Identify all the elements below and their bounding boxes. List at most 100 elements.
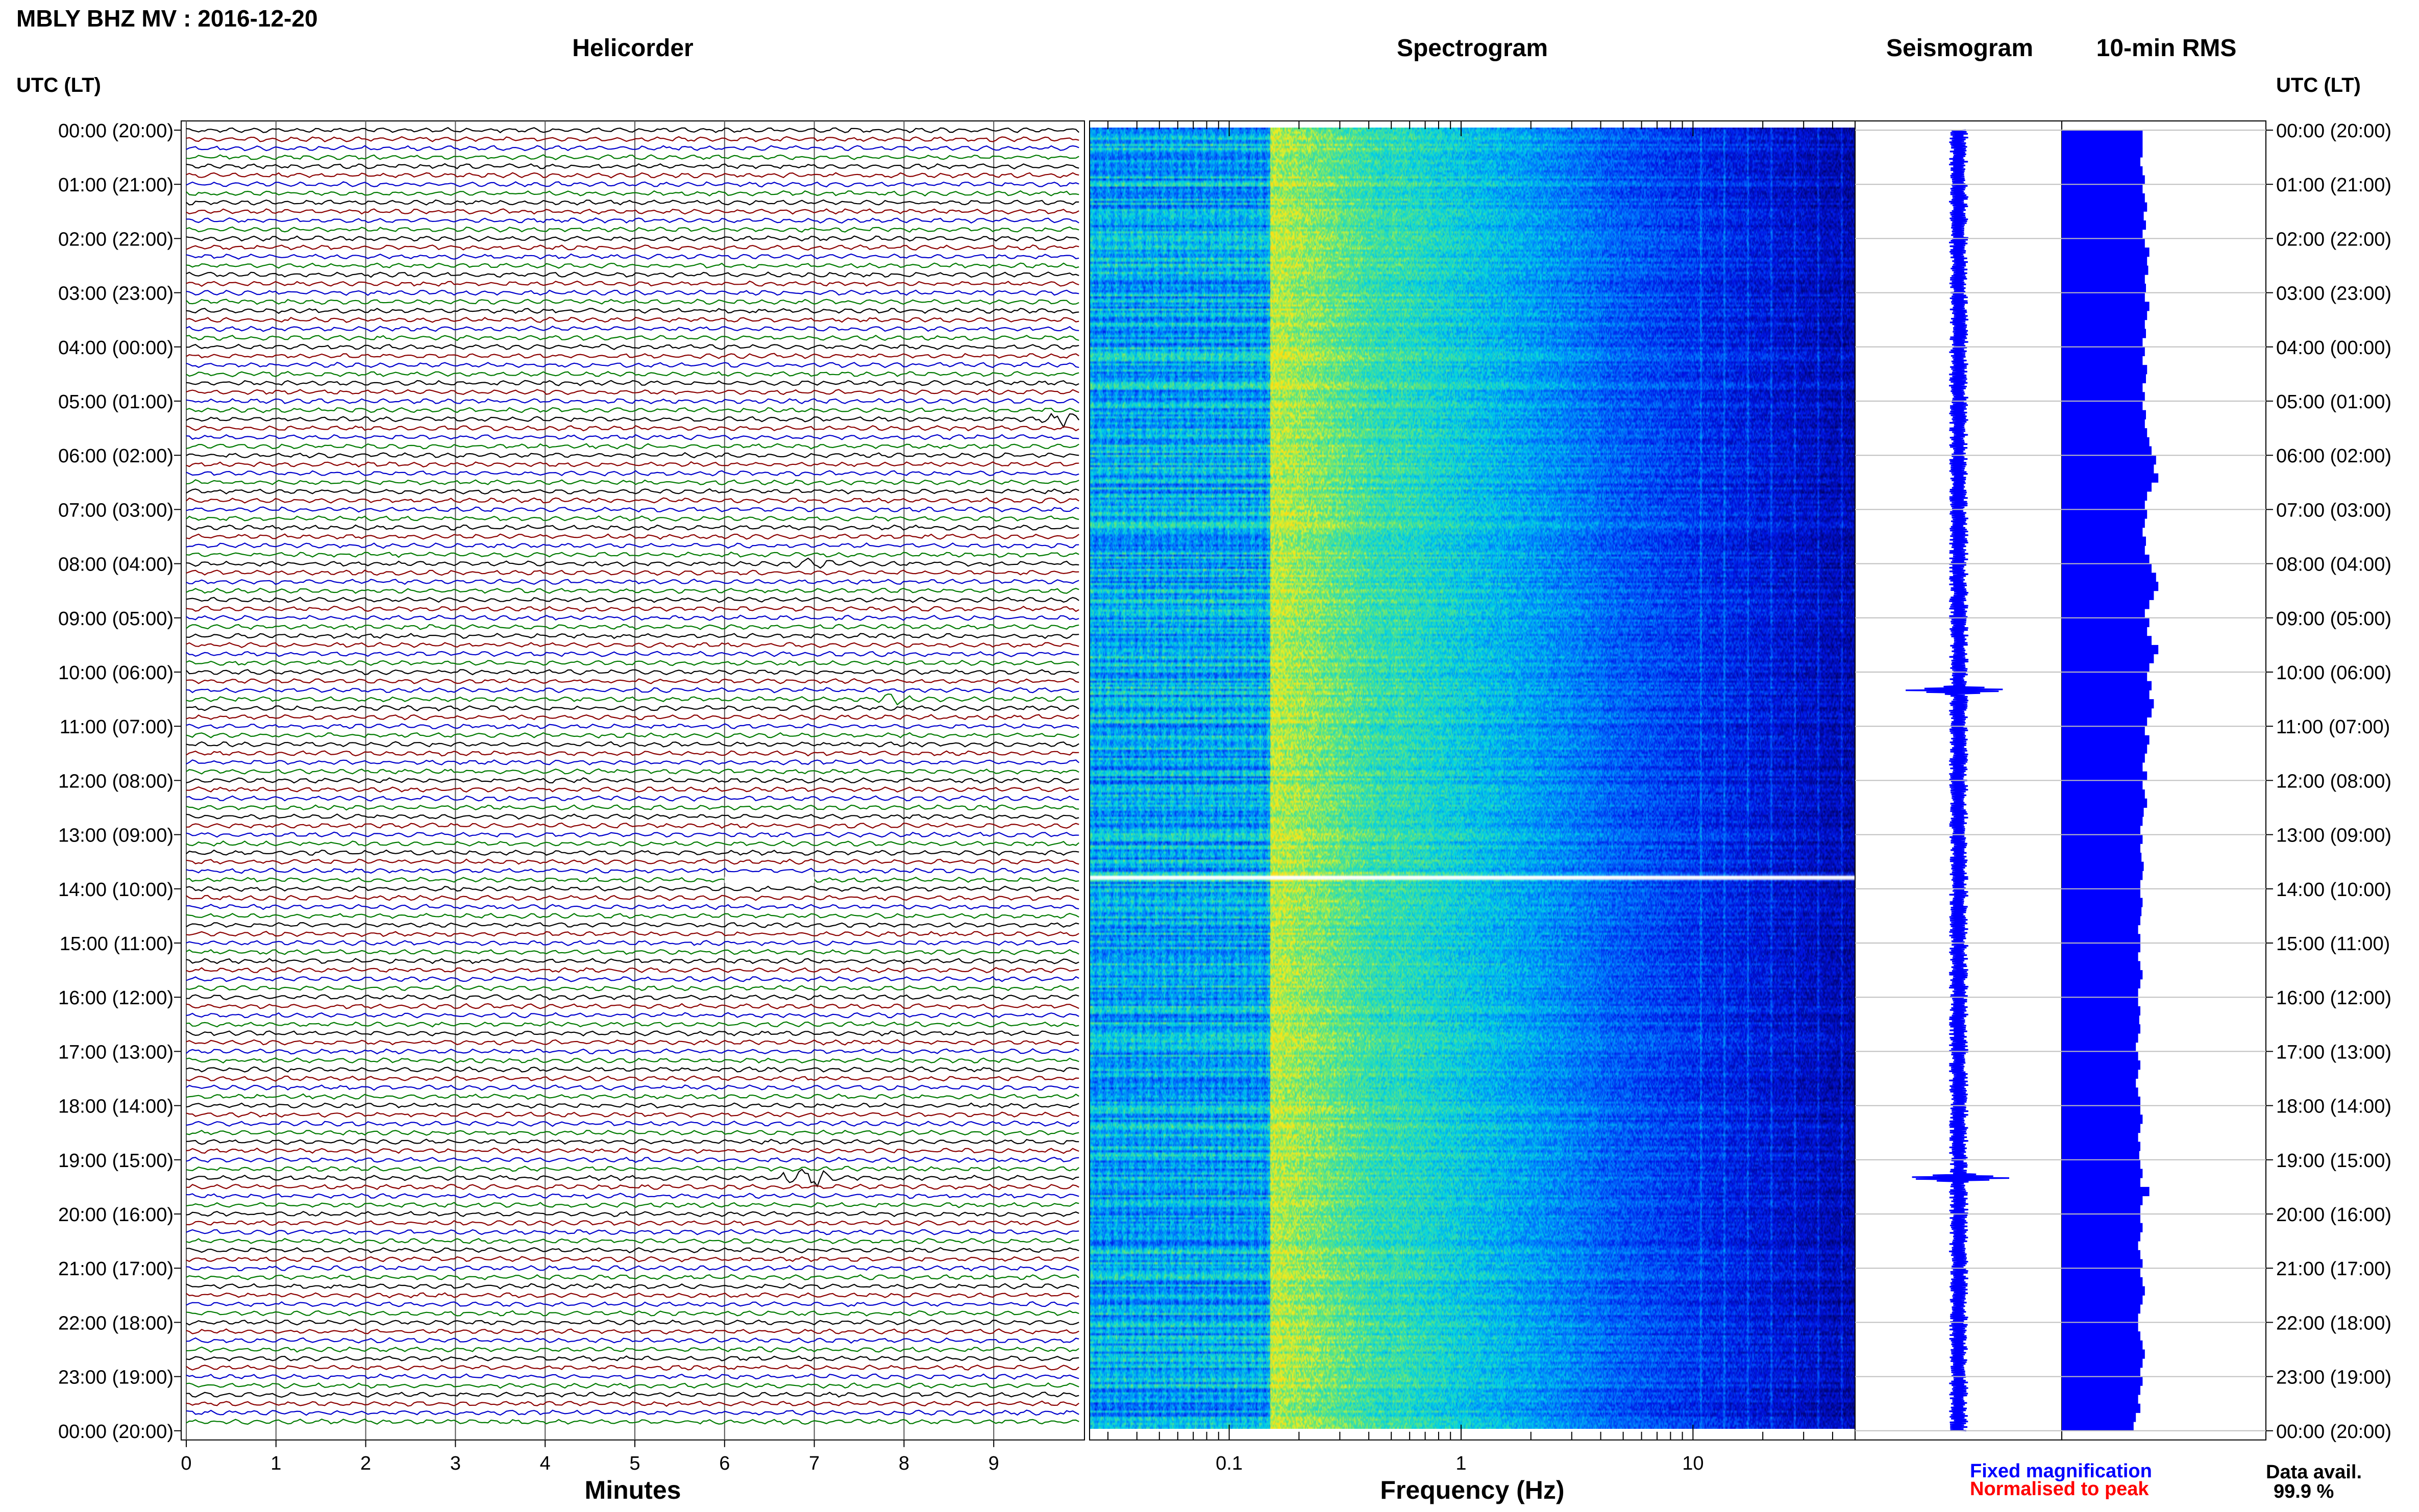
rms-bar: [2062, 527, 2143, 537]
helicorder-x-tick-label: 3: [450, 1453, 461, 1474]
rms-bar: [2062, 590, 2154, 600]
rms-bar: [2062, 834, 2143, 844]
time-label-right: 23:00 (19:00): [2276, 1367, 2391, 1389]
rms-bar: [2062, 898, 2143, 907]
time-label-right: 19:00 (15:00): [2276, 1150, 2391, 1172]
rms-bar: [2062, 925, 2138, 934]
helicorder-trace: [186, 1193, 1079, 1199]
helicorder-trace: [186, 551, 1079, 558]
rms-bar: [2062, 491, 2148, 501]
helicorder-trace: [186, 1102, 1079, 1109]
rms-bar: [2062, 907, 2142, 916]
helicorder-trace: [186, 425, 1079, 432]
time-label-right: 16:00 (12:00): [2276, 987, 2391, 1009]
helicorder-trace: [186, 641, 1079, 649]
time-label-right: 00:00 (20:00): [2276, 1421, 2391, 1443]
helicorder-trace: [186, 624, 1079, 630]
helicorder-trace: [186, 895, 1079, 901]
time-label-left: 02:00 (22:00): [58, 229, 174, 250]
helicorder-trace: [186, 651, 1079, 657]
rms-bar: [2062, 392, 2145, 402]
rms-bar: [2062, 1078, 2136, 1088]
helicorder-trace: [186, 768, 1079, 775]
rms-bar: [2062, 654, 2154, 663]
time-label-left: 17:00 (13:00): [58, 1042, 174, 1063]
helicorder-trace: [186, 542, 1079, 549]
time-label-right: 13:00 (09:00): [2276, 825, 2391, 847]
helicorder-trace: [186, 858, 1079, 865]
rms-bar: [2062, 1331, 2140, 1341]
time-label-left: 22:00 (18:00): [58, 1312, 174, 1334]
helicorder-trace: [186, 1210, 1079, 1218]
rms-bar: [2062, 554, 2150, 564]
time-label-right: 18:00 (14:00): [2276, 1096, 2391, 1118]
time-label-left: 00:00 (20:00): [58, 120, 174, 142]
time-label-right: 08:00 (04:00): [2276, 554, 2391, 576]
rms-bar: [2062, 762, 2143, 772]
rms-bar: [2062, 1105, 2140, 1115]
helicorder-trace: [186, 660, 1079, 666]
rms-bar: [2062, 256, 2148, 266]
rms-bar: [2062, 193, 2145, 203]
rms-bar: [2062, 1142, 2140, 1151]
helicorder-trace: [186, 1237, 1079, 1245]
rms-bar: [2062, 735, 2150, 745]
helicorder-trace: [186, 1256, 1079, 1262]
helicorder-trace: [186, 533, 1079, 540]
helicorder-trace: [186, 922, 1079, 928]
helicorder-trace: [186, 1328, 1079, 1335]
rms-bar: [2062, 844, 2140, 853]
helicorder-trace: [186, 1183, 1079, 1191]
rms-bar: [2062, 346, 2145, 356]
rms-bar: [2062, 329, 2146, 338]
helicorder-title: Helicorder: [572, 35, 693, 62]
time-label-right: 12:00 (08:00): [2276, 771, 2391, 792]
helicorder-trace: [186, 1337, 1079, 1344]
rms-bar: [2062, 1178, 2140, 1187]
time-labels: 00:00 (20:00) 00:00 (20:00) 01:00 (21:00) 0…: [58, 120, 2391, 1443]
helicorder-trace: [186, 705, 1079, 711]
helicorder-trace: [186, 1229, 1079, 1235]
helicorder-trace: [186, 154, 1079, 160]
rms-panel: [2061, 120, 2266, 1441]
spectrogram-x-tick-label: 1: [1455, 1453, 1466, 1474]
spectrogram-x-tick-label: 0.1: [1216, 1453, 1243, 1474]
helicorder-trace: [186, 759, 1079, 766]
rms-bar: [2062, 1250, 2140, 1259]
helicorder-trace: [186, 1021, 1079, 1028]
helicorder-trace: [186, 1418, 1079, 1425]
helicorder-trace: [186, 1373, 1079, 1380]
helicorder-trace: [186, 669, 1079, 676]
rms-bar: [2062, 175, 2145, 185]
helicorder-trace: [186, 199, 1079, 206]
helicorder-data-gap: [724, 877, 814, 883]
rms-bar: [2062, 952, 2138, 961]
helicorder-trace: [186, 813, 1079, 820]
time-label-right: 00:00 (20:00): [2276, 120, 2391, 142]
rms-bar: [2062, 744, 2148, 754]
rms-bar: [2062, 302, 2150, 311]
helicorder-trace: [186, 949, 1079, 955]
helicorder-trace: [186, 795, 1079, 802]
rms-bar: [2062, 582, 2159, 591]
time-label-right: 01:00 (21:00): [2276, 175, 2391, 196]
rms-bar: [2062, 1422, 2134, 1431]
time-label-right: 03:00 (23:00): [2276, 283, 2391, 305]
time-label-right: 17:00 (13:00): [2276, 1042, 2391, 1063]
helicorder-x-tick-label: 8: [899, 1453, 909, 1474]
rms-bar: [2062, 265, 2149, 275]
helicorder-trace: [186, 1057, 1079, 1064]
rms-bar: [2062, 997, 2138, 1007]
helicorder-trace: [186, 693, 1079, 706]
rms-bar: [2062, 184, 2143, 194]
rms-bar: [2062, 1015, 2139, 1025]
rms-bar: [2062, 970, 2143, 980]
time-label-right: 20:00 (16:00): [2276, 1204, 2391, 1226]
helicorder-trace: [186, 1319, 1079, 1326]
rms-bar: [2062, 1169, 2143, 1178]
rms-bar: [2062, 1132, 2138, 1142]
helicorder-trace: [186, 849, 1079, 856]
helicorder-x-tick-label: 9: [989, 1453, 999, 1474]
time-label-right: 05:00 (01:00): [2276, 391, 2391, 413]
helicorder-trace: [186, 226, 1079, 233]
